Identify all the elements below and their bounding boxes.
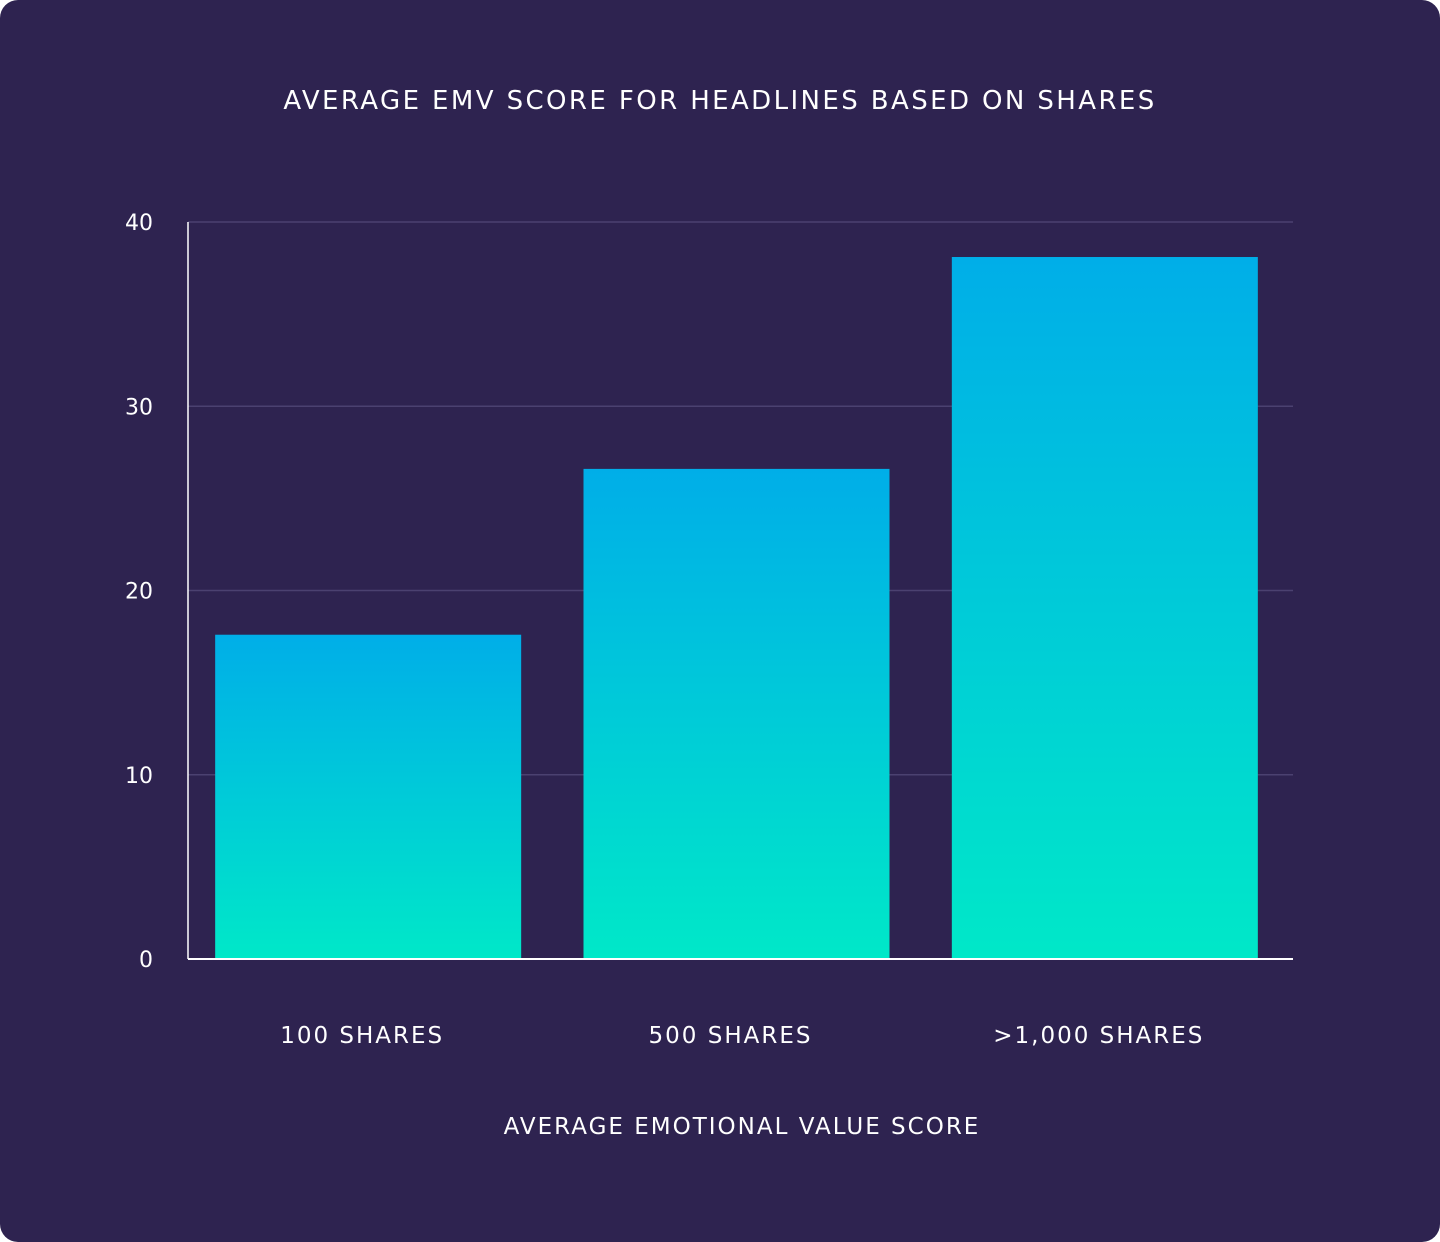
axes (187, 222, 1293, 960)
bar-3 (951, 257, 1258, 959)
y-tick-label-10: 10 (125, 764, 153, 789)
y-tick-label-0: 0 (139, 948, 153, 973)
y-tick-label-20: 20 (125, 580, 153, 605)
bars (215, 257, 1258, 959)
x-category-label-1: 100 SHARES (280, 1023, 444, 1049)
labels: 0 10 20 30 40 100 SHARES 500 SHARES >1,000 SHAR… (125, 211, 1204, 1140)
x-category-label-3: >1,000 SHARES (993, 1023, 1204, 1049)
x-category-label-2: 500 SHARES (649, 1023, 813, 1049)
chart-title: AVERAGE EMV SCORE FOR HEADLINES BASED ON… (283, 86, 1157, 116)
y-tick-label-40: 40 (125, 211, 153, 236)
bar-2 (583, 468, 890, 959)
bar-1 (215, 634, 522, 959)
y-tick-label-30: 30 (125, 395, 153, 420)
x-axis-title: AVERAGE EMOTIONAL VALUE SCORE (504, 1114, 981, 1140)
